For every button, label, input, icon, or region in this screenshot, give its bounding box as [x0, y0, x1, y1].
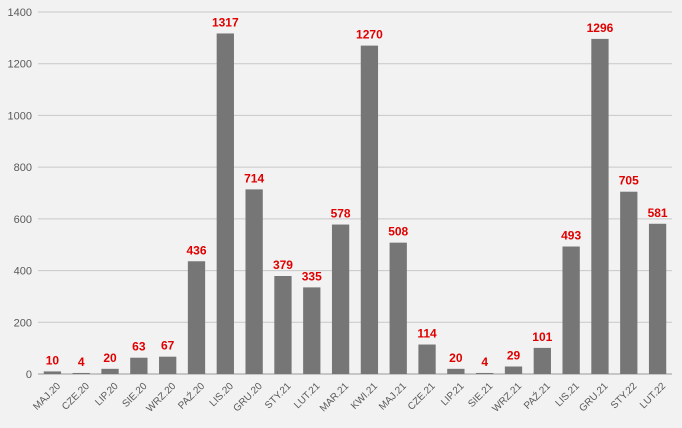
- data-label: 29: [507, 349, 521, 363]
- x-tick-label: KWI.21: [349, 381, 380, 412]
- data-label: 63: [132, 340, 146, 354]
- x-tick-label: WRZ.20: [145, 381, 179, 415]
- bar: [504, 366, 523, 374]
- x-tick-label: WRZ.21: [490, 381, 524, 415]
- bar: [360, 45, 379, 374]
- bar: [418, 344, 436, 374]
- x-tick-label: MAR.21: [318, 381, 352, 415]
- x-tick-label: GRU.21: [577, 381, 611, 415]
- x-tick-label: LUT.22: [638, 381, 668, 411]
- data-labels: 10 4 20 63 67 436 1317 714 379 335 578 1270 508 114 20…: [46, 15, 668, 369]
- x-tick-label: PAŹ.20: [175, 379, 208, 412]
- bar: [101, 368, 119, 374]
- data-label: 20: [449, 351, 463, 365]
- x-tick-label: MAJ.21: [377, 381, 409, 413]
- bar: [591, 38, 609, 375]
- y-tick-label: 200: [14, 317, 32, 329]
- bar: [331, 224, 350, 374]
- bar: [245, 189, 263, 374]
- x-tick-label: CZE.20: [60, 381, 92, 413]
- data-label: 101: [532, 330, 552, 344]
- x-tick-label: CZE.21: [406, 381, 438, 413]
- bar: [216, 33, 234, 375]
- data-label: 1317: [212, 15, 239, 29]
- data-label: 493: [561, 229, 581, 243]
- data-label: 705: [619, 174, 639, 188]
- y-axis-ticks: 0 200 400 600 800 1000 1200 1400: [8, 7, 32, 381]
- x-tick-label: MAJ.20: [31, 381, 63, 413]
- y-tick-label: 1400: [8, 7, 32, 19]
- y-tick-label: 600: [14, 214, 32, 226]
- data-label: 578: [331, 207, 351, 221]
- y-tick-label: 400: [14, 266, 32, 278]
- bar: [476, 372, 494, 374]
- bar: [187, 261, 206, 374]
- bar: [130, 357, 148, 374]
- data-label: 581: [648, 206, 668, 220]
- bar: [389, 242, 407, 374]
- bar: [447, 368, 465, 374]
- bar: [274, 276, 292, 374]
- bar: [562, 246, 580, 374]
- x-tick-label: LIP.21: [439, 381, 467, 409]
- data-label: 436: [186, 243, 206, 257]
- data-label: 4: [78, 355, 85, 369]
- data-label: 379: [273, 258, 293, 272]
- bar: [159, 356, 177, 374]
- bar: [43, 371, 62, 374]
- data-label: 335: [302, 269, 322, 283]
- data-label: 1270: [356, 28, 383, 42]
- data-label: 714: [244, 171, 264, 185]
- y-tick-label: 1000: [8, 110, 32, 122]
- bars: [43, 33, 667, 375]
- bar: [72, 372, 90, 374]
- y-tick-label: 1200: [8, 59, 32, 71]
- x-tick-label: LIP.20: [93, 381, 121, 409]
- x-tick-label: STY.21: [263, 381, 294, 412]
- y-tick-label: 0: [26, 369, 32, 381]
- data-label: 67: [161, 339, 175, 353]
- x-tick-label: GRU.20: [231, 381, 265, 415]
- data-label: 508: [388, 225, 408, 239]
- bar: [533, 347, 551, 374]
- x-tick-label: PAŹ.21: [521, 379, 554, 412]
- data-label: 1296: [587, 21, 614, 35]
- y-tick-label: 800: [14, 162, 32, 174]
- bar: [648, 223, 667, 374]
- data-label: 4: [481, 355, 488, 369]
- x-tick-label: STY.22: [609, 381, 640, 412]
- bar: [303, 287, 321, 374]
- bar: [620, 191, 638, 374]
- data-label: 10: [46, 353, 60, 367]
- gridlines: [38, 11, 672, 375]
- data-label: 114: [417, 327, 437, 341]
- data-label: 20: [103, 351, 117, 365]
